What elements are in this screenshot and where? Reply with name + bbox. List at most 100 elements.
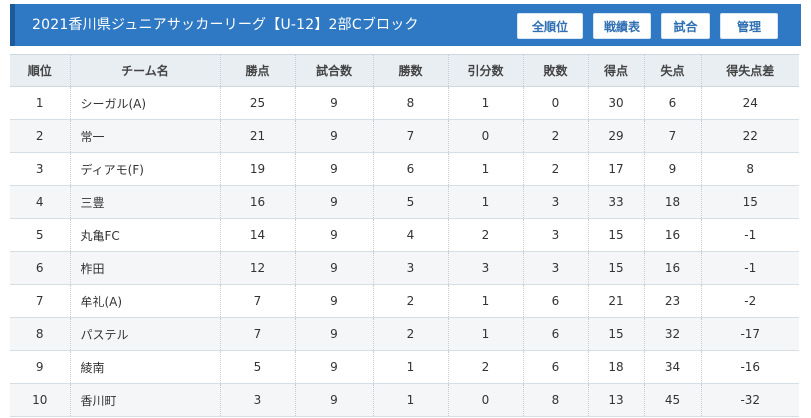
col-header-goal-difference: 得失点差 [701, 54, 799, 87]
played-cell: 9 [295, 152, 374, 186]
losses-cell: 6 [523, 350, 589, 384]
draws-cell: 1 [448, 185, 524, 219]
table-row: 8 パステル 7 9 2 1 6 15 32 -17 [10, 317, 799, 351]
col-header-rank: 順位 [10, 54, 71, 87]
goal-difference-cell: -32 [701, 383, 799, 417]
header-accent-bar [10, 4, 15, 46]
goal-difference-cell: 24 [701, 86, 799, 120]
wins-cell: 4 [373, 218, 449, 252]
rank-cell: 4 [10, 185, 71, 219]
losses-cell: 6 [523, 317, 589, 351]
wins-cell: 1 [373, 350, 449, 384]
team-cell[interactable]: ディアモ(F) [70, 152, 221, 186]
goals-for-cell: 13 [588, 383, 645, 417]
goal-difference-cell: -16 [701, 350, 799, 384]
draws-cell: 2 [448, 350, 524, 384]
goals-for-cell: 33 [588, 185, 645, 219]
table-row: 6 柞田 12 9 3 3 3 15 16 -1 [10, 251, 799, 285]
goal-difference-cell: -17 [701, 317, 799, 351]
points-cell: 3 [220, 383, 296, 417]
table-row: 9 綾南 5 9 1 2 6 18 34 -16 [10, 350, 799, 384]
points-cell: 14 [220, 218, 296, 252]
played-cell: 9 [295, 251, 374, 285]
draws-cell: 1 [448, 317, 524, 351]
played-cell: 9 [295, 284, 374, 318]
goal-difference-cell: -2 [701, 284, 799, 318]
goals-against-cell: 18 [644, 185, 702, 219]
col-header-goals-against: 失点 [644, 54, 702, 87]
goal-difference-cell: -1 [701, 251, 799, 285]
matches-button[interactable]: 試合 [661, 13, 710, 39]
wins-cell: 5 [373, 185, 449, 219]
table-body: 1 シーガル(A) 25 9 8 1 0 30 6 24 2 常一 21 9 7 0 2 29 7 22 3 ディアモ(F… [10, 86, 799, 417]
points-cell: 19 [220, 152, 296, 186]
col-header-wins: 勝数 [373, 54, 449, 87]
draws-cell: 1 [448, 152, 524, 186]
losses-cell: 3 [523, 185, 589, 219]
wins-cell: 2 [373, 284, 449, 318]
goals-for-cell: 18 [588, 350, 645, 384]
col-header-played: 試合数 [295, 54, 374, 87]
goals-against-cell: 16 [644, 218, 702, 252]
points-cell: 21 [220, 119, 296, 153]
losses-cell: 3 [523, 218, 589, 252]
losses-cell: 8 [523, 383, 589, 417]
team-cell[interactable]: 常一 [70, 119, 221, 153]
table-row: 4 三豊 16 9 5 1 3 33 18 15 [10, 185, 799, 219]
table-row: 1 シーガル(A) 25 9 8 1 0 30 6 24 [10, 86, 799, 120]
goals-against-cell: 45 [644, 383, 702, 417]
losses-cell: 0 [523, 86, 589, 120]
team-cell[interactable]: 綾南 [70, 350, 221, 384]
team-cell[interactable]: 柞田 [70, 251, 221, 285]
goal-difference-cell: 15 [701, 185, 799, 219]
team-cell[interactable]: 香川町 [70, 383, 221, 417]
goals-for-cell: 17 [588, 152, 645, 186]
table-row: 3 ディアモ(F) 19 9 6 1 2 17 9 8 [10, 152, 799, 186]
goals-for-cell: 15 [588, 317, 645, 351]
played-cell: 9 [295, 383, 374, 417]
all-standings-button[interactable]: 全順位 [517, 13, 583, 39]
draws-cell: 0 [448, 383, 524, 417]
played-cell: 9 [295, 317, 374, 351]
col-header-team: チーム名 [70, 54, 221, 87]
played-cell: 9 [295, 218, 374, 252]
admin-button[interactable]: 管理 [720, 13, 778, 39]
losses-cell: 3 [523, 251, 589, 285]
goals-for-cell: 15 [588, 251, 645, 285]
rank-cell: 8 [10, 317, 71, 351]
team-cell[interactable]: 牟礼(A) [70, 284, 221, 318]
rank-cell: 2 [10, 119, 71, 153]
draws-cell: 3 [448, 251, 524, 285]
goals-for-cell: 29 [588, 119, 645, 153]
page-header: 2021香川県ジュニアサッカーリーグ【U-12】2部Cブロック 全順位 戦績表 … [10, 4, 801, 46]
team-cell[interactable]: 丸亀FC [70, 218, 221, 252]
goal-difference-cell: -1 [701, 218, 799, 252]
table-row: 10 香川町 3 9 1 0 8 13 45 -32 [10, 383, 799, 417]
team-cell[interactable]: パステル [70, 317, 221, 351]
rank-cell: 10 [10, 383, 71, 417]
rank-cell: 9 [10, 350, 71, 384]
rank-cell: 7 [10, 284, 71, 318]
goals-against-cell: 9 [644, 152, 702, 186]
goal-difference-cell: 22 [701, 119, 799, 153]
points-cell: 25 [220, 86, 296, 120]
wins-cell: 1 [373, 383, 449, 417]
results-table-button[interactable]: 戦績表 [593, 13, 651, 39]
points-cell: 12 [220, 251, 296, 285]
losses-cell: 2 [523, 152, 589, 186]
wins-cell: 7 [373, 119, 449, 153]
rank-cell: 1 [10, 86, 71, 120]
team-cell[interactable]: 三豊 [70, 185, 221, 219]
col-header-points: 勝点 [220, 54, 296, 87]
wins-cell: 2 [373, 317, 449, 351]
goals-for-cell: 21 [588, 284, 645, 318]
standings-table: 順位 チーム名 勝点 試合数 勝数 引分数 敗数 得点 失点 得失点差 1 シーガ… [10, 54, 799, 417]
rank-cell: 5 [10, 218, 71, 252]
team-cell[interactable]: シーガル(A) [70, 86, 221, 120]
losses-cell: 6 [523, 284, 589, 318]
goals-against-cell: 32 [644, 317, 702, 351]
rank-cell: 3 [10, 152, 71, 186]
played-cell: 9 [295, 86, 374, 120]
goals-against-cell: 23 [644, 284, 702, 318]
col-header-goals-for: 得点 [588, 54, 645, 87]
